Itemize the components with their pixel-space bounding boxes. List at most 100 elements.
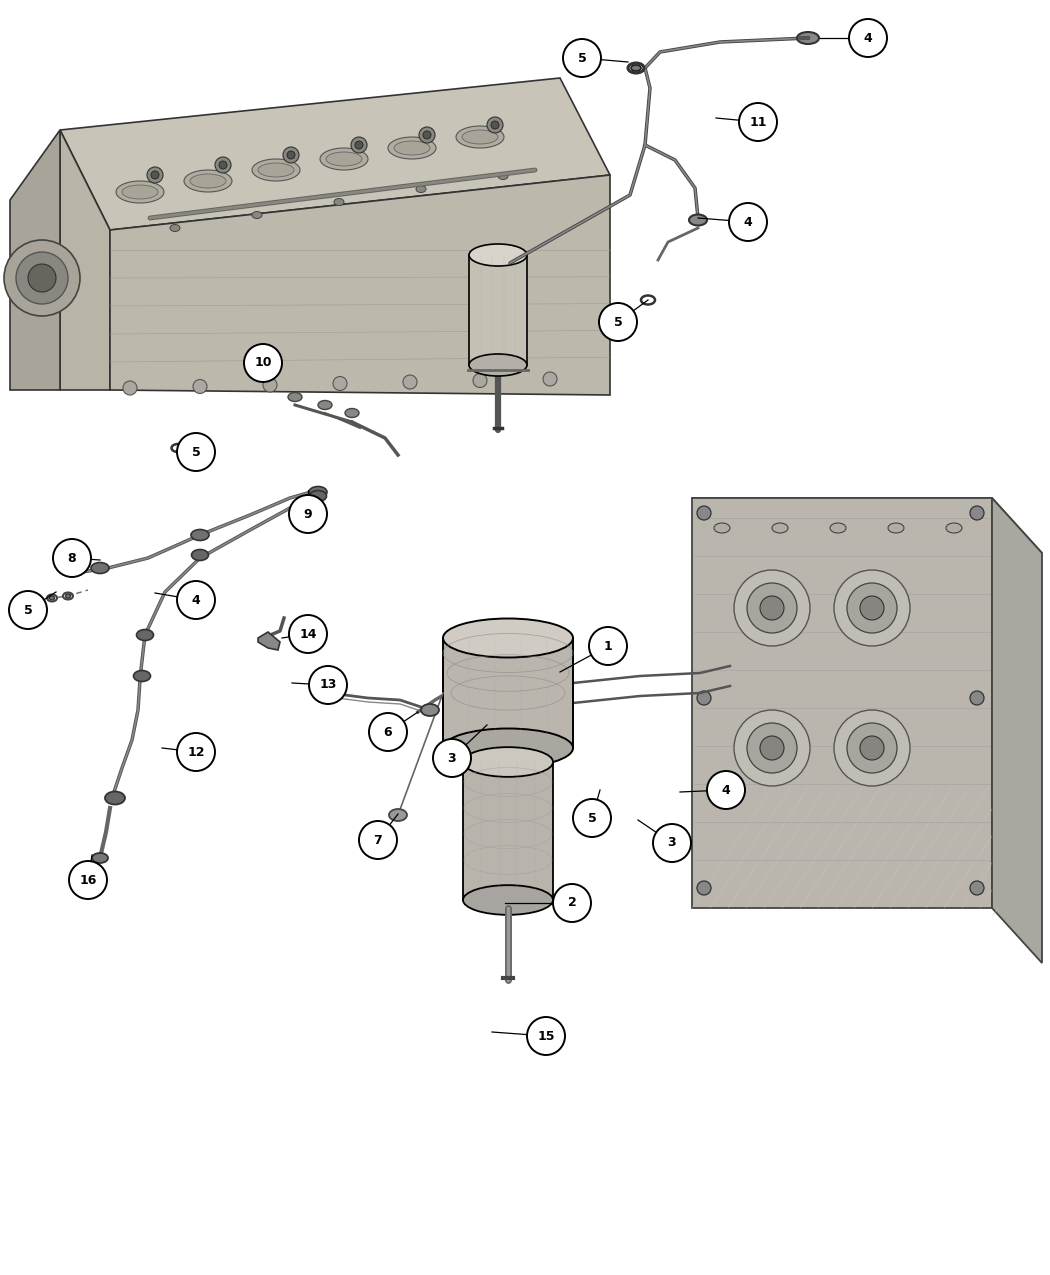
Ellipse shape (443, 618, 573, 658)
Circle shape (219, 161, 227, 170)
Ellipse shape (469, 354, 527, 376)
Polygon shape (60, 130, 110, 390)
Circle shape (860, 736, 884, 760)
Ellipse shape (252, 159, 300, 181)
Ellipse shape (136, 630, 153, 640)
Circle shape (734, 710, 810, 785)
Circle shape (28, 264, 56, 292)
Text: 6: 6 (383, 725, 393, 738)
Circle shape (653, 824, 691, 862)
Text: 5: 5 (578, 51, 586, 65)
Ellipse shape (394, 142, 430, 156)
Circle shape (747, 583, 797, 632)
Text: 13: 13 (319, 678, 337, 691)
Circle shape (760, 736, 784, 760)
Text: 9: 9 (303, 507, 312, 520)
Text: 2: 2 (568, 896, 576, 909)
Circle shape (970, 691, 984, 705)
Text: 1: 1 (604, 640, 612, 653)
Ellipse shape (91, 562, 109, 574)
Circle shape (970, 506, 984, 520)
Text: 5: 5 (191, 445, 201, 459)
Circle shape (423, 131, 430, 139)
Circle shape (598, 303, 637, 340)
Circle shape (697, 506, 711, 520)
Ellipse shape (326, 152, 362, 166)
Text: 5: 5 (613, 315, 623, 329)
Text: 12: 12 (187, 746, 205, 759)
Circle shape (697, 881, 711, 895)
Text: 5: 5 (23, 603, 33, 617)
Circle shape (262, 377, 277, 391)
Ellipse shape (421, 704, 439, 717)
Polygon shape (692, 499, 1042, 553)
Circle shape (697, 691, 711, 705)
Circle shape (289, 495, 327, 533)
Text: 3: 3 (447, 751, 457, 765)
Ellipse shape (456, 126, 504, 148)
Circle shape (553, 884, 591, 922)
Ellipse shape (309, 487, 327, 497)
Polygon shape (992, 499, 1042, 963)
Ellipse shape (116, 181, 164, 203)
Circle shape (527, 1017, 565, 1054)
Circle shape (177, 733, 215, 771)
Circle shape (472, 374, 487, 388)
Circle shape (16, 252, 68, 303)
Circle shape (351, 136, 368, 153)
Circle shape (573, 799, 611, 836)
Ellipse shape (92, 853, 108, 863)
Circle shape (4, 240, 80, 316)
Circle shape (9, 592, 47, 629)
Circle shape (177, 434, 215, 470)
Circle shape (333, 376, 347, 390)
Ellipse shape (258, 163, 294, 177)
Ellipse shape (462, 130, 498, 144)
Text: 15: 15 (538, 1029, 554, 1043)
Polygon shape (10, 130, 60, 390)
Circle shape (834, 570, 910, 646)
Circle shape (563, 40, 601, 76)
FancyBboxPatch shape (463, 762, 553, 900)
Ellipse shape (191, 550, 209, 561)
Circle shape (970, 881, 984, 895)
Circle shape (355, 142, 363, 149)
Ellipse shape (184, 170, 232, 193)
Ellipse shape (318, 400, 332, 409)
Polygon shape (110, 175, 610, 395)
Circle shape (151, 171, 159, 179)
Circle shape (734, 570, 810, 646)
Circle shape (287, 150, 295, 159)
Circle shape (543, 372, 556, 386)
Text: 11: 11 (750, 116, 766, 129)
Text: 14: 14 (299, 627, 317, 640)
Text: 10: 10 (254, 357, 272, 370)
Circle shape (369, 713, 407, 751)
Ellipse shape (631, 65, 640, 71)
Circle shape (403, 375, 417, 389)
Ellipse shape (388, 136, 436, 159)
Ellipse shape (334, 199, 344, 205)
Ellipse shape (714, 523, 730, 533)
Ellipse shape (388, 810, 407, 821)
Ellipse shape (443, 728, 573, 768)
Ellipse shape (36, 598, 41, 602)
Ellipse shape (946, 523, 962, 533)
Ellipse shape (498, 172, 508, 180)
Ellipse shape (310, 491, 327, 501)
Ellipse shape (49, 595, 55, 601)
Text: 4: 4 (863, 32, 873, 45)
Circle shape (707, 771, 746, 810)
Text: 4: 4 (743, 215, 753, 228)
Circle shape (729, 203, 766, 241)
Ellipse shape (122, 185, 158, 199)
Polygon shape (60, 78, 610, 230)
Circle shape (244, 344, 282, 382)
Text: 3: 3 (668, 836, 676, 849)
Ellipse shape (888, 523, 904, 533)
Circle shape (147, 167, 163, 184)
Circle shape (215, 157, 231, 173)
Circle shape (177, 581, 215, 618)
Text: 5: 5 (588, 811, 596, 825)
Circle shape (309, 666, 346, 704)
